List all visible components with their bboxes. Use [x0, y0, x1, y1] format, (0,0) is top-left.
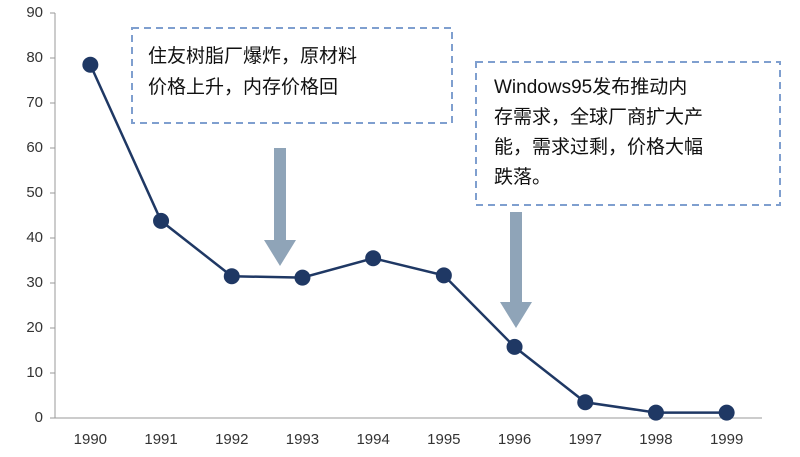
marker	[435, 267, 452, 284]
y-tick-label: 70	[26, 94, 43, 111]
x-tick-label: 1997	[569, 431, 602, 448]
x-tick-label: 1990	[74, 431, 107, 448]
annotation-text: 存需求，全球厂商扩大产	[494, 106, 703, 128]
marker	[82, 56, 99, 73]
y-tick-label: 0	[35, 409, 43, 426]
y-tick-label: 30	[26, 274, 43, 291]
annotation-text: 能，需求过剩，价格大幅	[494, 136, 703, 158]
y-tick-label: 80	[26, 49, 43, 66]
x-tick-label: 1991	[144, 431, 177, 448]
x-tick-label: 1996	[498, 431, 531, 448]
y-tick-label: 10	[26, 364, 43, 381]
marker	[223, 268, 240, 285]
marker	[647, 404, 664, 421]
y-tick-label: 50	[26, 184, 43, 201]
marker	[365, 250, 382, 267]
x-tick-label: 1995	[427, 431, 460, 448]
y-tick-label: 60	[26, 139, 43, 156]
y-tick-label: 40	[26, 229, 43, 246]
annotation-box	[131, 27, 453, 124]
marker	[153, 212, 170, 229]
x-tick-label: 1994	[356, 431, 389, 448]
x-tick-label: 1992	[215, 431, 248, 448]
annotation-text: Windows95发布推动内	[494, 76, 687, 98]
annotation-box	[475, 61, 781, 206]
annotation-text: 价格上升，内存价格回	[148, 76, 338, 98]
annotation-text: 住友树脂厂爆炸，原材料	[148, 45, 357, 67]
marker	[577, 394, 594, 411]
y-tick-label: 20	[26, 319, 43, 336]
marker	[718, 404, 735, 421]
annotation-text: 跌落。	[494, 166, 551, 188]
arrow	[264, 148, 296, 266]
x-tick-label: 1993	[286, 431, 319, 448]
y-tick-label: 90	[26, 4, 43, 21]
marker	[294, 269, 311, 286]
x-tick-label: 1998	[639, 431, 672, 448]
marker	[506, 338, 523, 355]
line	[89, 64, 727, 414]
x-tick-label: 1999	[710, 431, 743, 448]
arrow	[500, 212, 532, 328]
